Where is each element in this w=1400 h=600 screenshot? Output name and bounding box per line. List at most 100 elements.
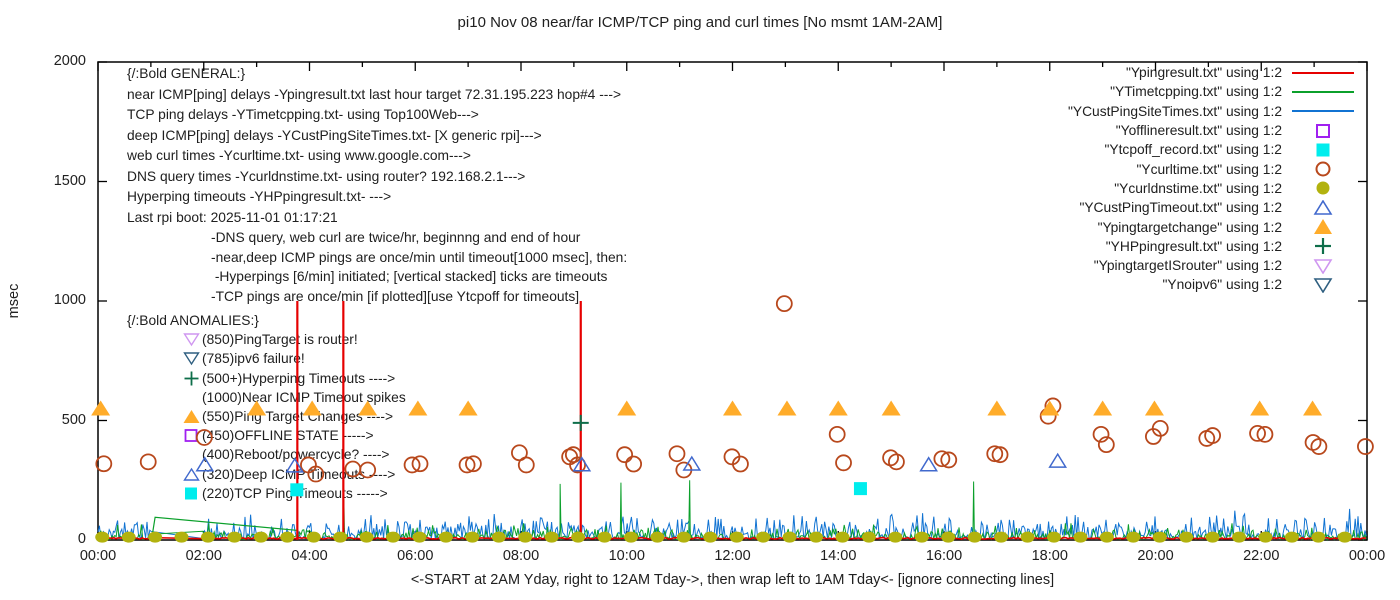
- deep-icmp-timeout-point: [572, 456, 592, 472]
- legend-label: "Ytcpoff_record.txt" using 1:2: [1104, 142, 1282, 158]
- ping-target-change-point: [723, 400, 742, 416]
- legend: "Ypingresult.txt" using 1:2 "YTimetcpping…: [1068, 63, 1356, 295]
- dns-time-point: [1099, 531, 1114, 543]
- general-line: Last rpi boot: 2025-11-01 01:17:21: [127, 209, 338, 225]
- curl-time-point: [828, 425, 846, 443]
- series-YCustPingSiteTimes: [97, 508, 1367, 541]
- curl-time-point: [1198, 430, 1216, 447]
- dns-time-point: [1337, 531, 1352, 543]
- legend-sample-plus: [1315, 238, 1331, 255]
- general-detail-line: -Hyperpings [6/min] initiated; [vertical…: [211, 269, 608, 284]
- anomaly-item: (450)OFFLINE STATE ----->: [183, 426, 406, 445]
- dns-time-point: [121, 531, 136, 543]
- dns-time-point: [412, 531, 427, 543]
- dns-time-point: [809, 531, 824, 543]
- dns-time-point: [597, 531, 612, 543]
- legend-label: "YTimetcpping.txt" using 1:2: [1110, 84, 1282, 100]
- legend-entry: "Ynoipv6" using 1:2: [1068, 275, 1356, 294]
- triangle-up-filled-icon: [183, 410, 200, 424]
- curl-time-point: [882, 449, 899, 467]
- legend-entry: "Ycurldnstime.txt" using 1:2: [1068, 179, 1356, 198]
- anomaly-text: (500+)Hyperping Timeouts ---->: [202, 370, 396, 386]
- curl-time-point: [561, 448, 579, 466]
- curl-time-point: [411, 455, 429, 473]
- deep-icmp-timeout-point: [682, 455, 702, 471]
- curl-time-point: [1039, 407, 1057, 425]
- legend-label: "Ypingresult.txt" using 1:2: [1125, 65, 1282, 81]
- general-detail-line: -near,deep ICMP pings are once/min until…: [211, 249, 628, 265]
- ping-target-change-point: [828, 400, 848, 416]
- dns-time-point: [1311, 531, 1326, 543]
- legend-entry: "Ytcpoff_record.txt" using 1:2: [1068, 140, 1356, 159]
- dns-time-point: [1126, 531, 1141, 543]
- dns-time-point: [967, 531, 982, 543]
- anomaly-item: (500+)Hyperping Timeouts ---->: [183, 369, 406, 388]
- anomaly-text: (320)Deep ICMP Timeouts ---->: [202, 466, 396, 482]
- series-Ypingresult: [97, 536, 1367, 540]
- dns-time-point: [359, 531, 374, 543]
- dns-time-point: [1232, 531, 1247, 543]
- x-tick-label: 20:00: [1137, 548, 1174, 564]
- legend-label: "Yofflineresult.txt" using 1:2: [1115, 123, 1282, 139]
- ping-target-change-point: [881, 400, 901, 416]
- legend-entry: "Yofflineresult.txt" using 1:2: [1068, 121, 1356, 140]
- ping-target-change-point: [1093, 400, 1113, 416]
- legend-entry: "Ypingtargetchange" using 1:2: [1068, 217, 1356, 236]
- curl-time-point: [403, 456, 421, 474]
- general-line: DNS query times -Ycurldnstime.txt- using…: [127, 168, 526, 184]
- curl-time-point: [1204, 427, 1222, 444]
- general-line: Hyperping timeouts -YHPpingresult.txt- -…: [127, 189, 392, 204]
- anomaly-item: (400)Reboot/powercycle? ---->: [183, 445, 406, 464]
- anomaly-text: (450)OFFLINE STATE ----->: [202, 428, 374, 444]
- general-line: deep ICMP[ping] delays -YCustPingSiteTim…: [127, 127, 542, 143]
- x-tick-label: 10:00: [608, 548, 645, 564]
- curl-time-point: [732, 455, 749, 473]
- legend-sample-triangle-down-open: [1313, 258, 1333, 274]
- dns-time-point: [544, 531, 559, 543]
- x-tick-label: 18:00: [1031, 548, 1068, 564]
- anomaly-item: (785)ipv6 failure!: [183, 349, 406, 368]
- legend-label: "Ycurltime.txt" using 1:2: [1136, 161, 1282, 177]
- deep-icmp-timeout-point: [1048, 452, 1068, 468]
- dns-time-point: [861, 531, 876, 543]
- dns-time-point: [306, 531, 321, 543]
- legend-sample-square-open: [1316, 123, 1330, 138]
- curl-time-point: [1151, 419, 1169, 437]
- curl-time-point: [1256, 425, 1274, 443]
- general-detail-line: -DNS query, web curl are twice/hr, begin…: [211, 230, 581, 245]
- legend-sample-line: [1292, 90, 1354, 93]
- x-tick-label: 00:00: [79, 548, 117, 564]
- curl-time-point: [940, 451, 958, 469]
- triangle-down-open-icon: [183, 333, 200, 347]
- general-line: TCP ping delays -YTimetcpping.txt- using…: [127, 107, 479, 122]
- x-tick-label: 14:00: [820, 548, 857, 564]
- curl-time-point: [517, 456, 535, 474]
- dns-time-point: [174, 531, 189, 543]
- anomaly-text: (220)TCP Ping Timeouts ----->: [202, 485, 388, 501]
- dns-time-point: [1073, 531, 1088, 543]
- legend-label: "Ycurldnstime.txt" using 1:2: [1114, 180, 1282, 196]
- ping-target-change-point: [91, 400, 111, 416]
- curl-time-point: [675, 461, 693, 479]
- dns-time-point: [914, 531, 929, 543]
- dns-time-point: [95, 531, 110, 543]
- curl-time-point: [1144, 428, 1162, 445]
- legend-sample-square-filled: [1316, 143, 1330, 157]
- x-tick-label: 06:00: [397, 548, 434, 564]
- curl-time-point: [888, 453, 905, 471]
- triangle-up-open-icon: [183, 467, 200, 481]
- dns-time-point: [280, 531, 295, 543]
- legend-entry: "YTimetcpping.txt" using 1:2: [1068, 82, 1356, 101]
- legend-sample-triangle-down-open: [1313, 278, 1333, 293]
- curl-time-point: [991, 446, 1009, 464]
- curl-time-point: [668, 445, 686, 463]
- dns-time-point: [571, 531, 586, 543]
- dns-time-point: [518, 531, 533, 543]
- none-icon: [183, 447, 200, 462]
- legend-entry: "YpingtargetISrouter" using 1:2: [1068, 256, 1356, 275]
- dns-time-point: [1205, 531, 1220, 543]
- curl-time-point: [95, 455, 113, 473]
- curl-time-point: [1310, 438, 1328, 455]
- curl-time-point: [1304, 434, 1322, 451]
